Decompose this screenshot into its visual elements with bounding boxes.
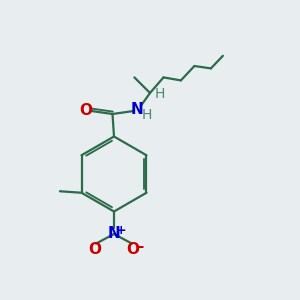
Text: O: O: [80, 103, 93, 118]
Text: +: +: [115, 224, 126, 237]
Text: N: N: [131, 102, 144, 117]
Text: O: O: [88, 242, 102, 256]
Text: -: -: [137, 238, 144, 253]
Text: N: N: [108, 226, 120, 242]
Text: H: H: [142, 108, 152, 122]
Text: H: H: [155, 88, 165, 101]
Text: O: O: [126, 242, 140, 256]
